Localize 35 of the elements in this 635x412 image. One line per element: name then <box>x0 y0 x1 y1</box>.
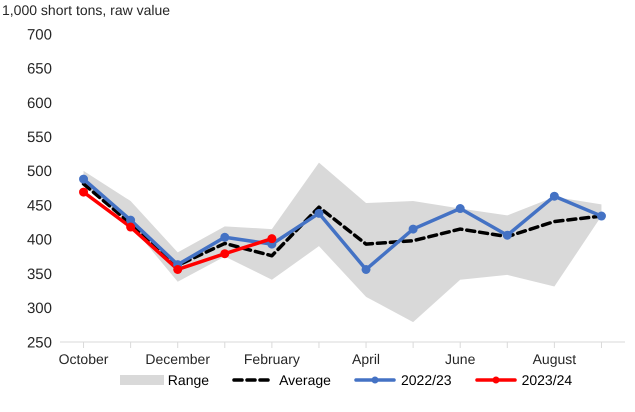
point <box>220 249 230 258</box>
x-tick-label: February <box>244 350 300 367</box>
legend-label: 2022/23 <box>400 372 452 388</box>
x-tick-label: April <box>352 350 380 367</box>
y-tick-label: 350 <box>26 266 52 283</box>
point <box>596 212 606 221</box>
x-tick-label: October <box>58 350 109 367</box>
y-tick-label: 700 <box>26 26 52 44</box>
point <box>267 234 276 244</box>
y-tick-label: 600 <box>26 94 52 112</box>
y-axis-title: 1,000 short tons, raw value <box>1 1 172 20</box>
point <box>456 204 465 214</box>
point <box>502 230 512 240</box>
y-tick-label: 550 <box>26 128 52 146</box>
point <box>314 208 324 218</box>
point <box>220 232 230 242</box>
legend-label: Average <box>279 372 331 388</box>
y-tick-label: 400 <box>26 232 52 249</box>
y-tick-label: 300 <box>26 300 52 318</box>
y-tick-label: 650 <box>26 60 52 78</box>
x-tick-label: December <box>145 350 210 367</box>
point <box>408 224 418 234</box>
point <box>79 188 88 197</box>
y-tick-label: 450 <box>26 197 52 214</box>
y-tick-label: 250 <box>26 334 52 352</box>
y-tick-label: 500 <box>26 163 52 180</box>
x-tick-label: August <box>532 350 576 367</box>
text: Range <box>168 372 210 388</box>
point <box>550 192 559 201</box>
point <box>362 264 371 274</box>
point <box>79 174 88 184</box>
x-tick-label: June <box>445 350 476 367</box>
legend-label: 2023/24 <box>522 372 572 388</box>
point <box>173 264 182 274</box>
point <box>126 222 136 232</box>
